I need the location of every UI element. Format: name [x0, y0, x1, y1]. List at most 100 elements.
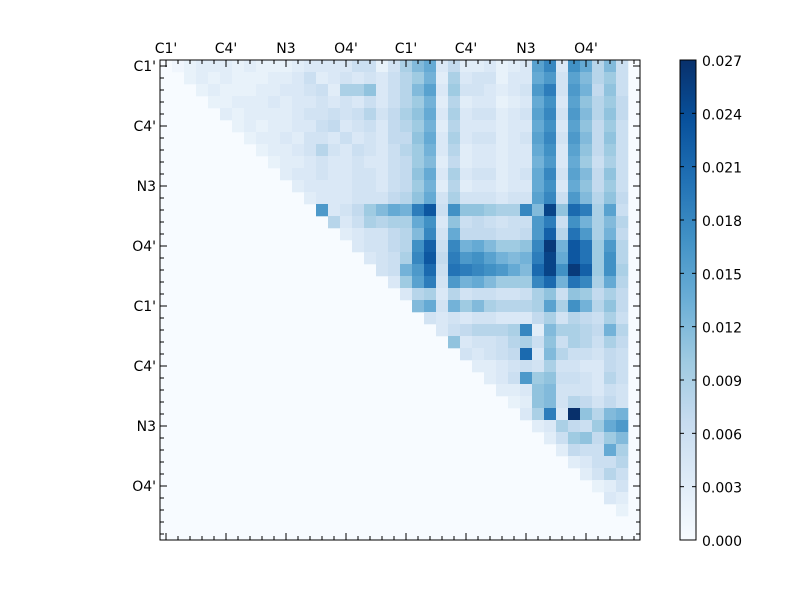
- heatmap-cell: [568, 384, 581, 397]
- heatmap-cell: [496, 240, 509, 253]
- heatmap-cell: [556, 228, 569, 241]
- heatmap-cell: [508, 396, 521, 409]
- heatmap-cell: [460, 336, 473, 349]
- heatmap-cell: [304, 108, 317, 121]
- heatmap-cell: [424, 204, 437, 217]
- heatmap-cell: [496, 108, 509, 121]
- heatmap-cell: [484, 84, 497, 97]
- heatmap-cell: [232, 84, 245, 97]
- heatmap-cell: [220, 72, 233, 85]
- heatmap-cell: [496, 300, 509, 313]
- heatmap-cell: [568, 408, 581, 421]
- heatmap-cell: [520, 312, 533, 325]
- heatmap-cell: [520, 408, 533, 421]
- heatmap-cell: [616, 288, 629, 301]
- heatmap-cell: [340, 204, 353, 217]
- heatmap-cell: [556, 120, 569, 133]
- heatmap-cell: [580, 432, 593, 445]
- heatmap-cell: [412, 72, 425, 85]
- heatmap-cell: [568, 372, 581, 385]
- colorbar-tick-label: 0.003: [702, 481, 742, 497]
- heatmap-cell: [616, 240, 629, 253]
- heatmap-cell: [460, 132, 473, 145]
- heatmap-cell: [604, 144, 617, 157]
- heatmap-cell: [544, 252, 557, 265]
- heatmap-cell: [256, 84, 269, 97]
- heatmap-cell: [484, 252, 497, 265]
- heatmap-plot-area: [159, 59, 641, 541]
- heatmap-cell: [352, 168, 365, 181]
- heatmap-cell: [556, 132, 569, 145]
- heatmap-cell: [580, 252, 593, 265]
- heatmap-cell: [400, 276, 413, 289]
- heatmap-cell: [496, 348, 509, 361]
- heatmap-cell: [340, 228, 353, 241]
- heatmap-cell: [232, 72, 245, 85]
- heatmap-cell: [544, 408, 557, 421]
- left-tick-labels: C1' C4' N3 O4' C1' C4' N3 O4': [132, 59, 156, 495]
- colorbar-tick-label: 0.021: [702, 161, 742, 177]
- heatmap-cell: [604, 396, 617, 409]
- heatmap-cell: [544, 84, 557, 97]
- heatmap-cell: [400, 84, 413, 97]
- heatmap-cell: [532, 276, 545, 289]
- heatmap-cell: [460, 120, 473, 133]
- heatmap-cell: [520, 72, 533, 85]
- heatmap-cell: [592, 408, 605, 421]
- heatmap-cell: [412, 240, 425, 253]
- heatmap-cell: [616, 360, 629, 373]
- heatmap-cell: [196, 60, 209, 73]
- heatmap-cell: [232, 96, 245, 109]
- heatmap-cell: [340, 192, 353, 205]
- heatmap-cell: [604, 156, 617, 169]
- heatmap-cell: [496, 276, 509, 289]
- top-tick-label: N3: [276, 41, 295, 57]
- heatmap-cell: [616, 168, 629, 181]
- heatmap-cell: [328, 168, 341, 181]
- heatmap-cell: [472, 192, 485, 205]
- heatmap-cell: [304, 120, 317, 133]
- left-tick-label: O4': [132, 479, 156, 495]
- heatmap-cell: [280, 120, 293, 133]
- heatmap-cells: [172, 60, 629, 517]
- heatmap-cell: [268, 60, 281, 73]
- heatmap-cell: [604, 72, 617, 85]
- heatmap-cell: [544, 72, 557, 85]
- top-tick-label: O4': [334, 41, 358, 57]
- heatmap-cell: [592, 132, 605, 145]
- heatmap-cell: [424, 192, 437, 205]
- heatmap-cell: [280, 96, 293, 109]
- heatmap-cell: [448, 228, 461, 241]
- heatmap-cell: [448, 108, 461, 121]
- heatmap-cell: [448, 96, 461, 109]
- heatmap-cell: [568, 156, 581, 169]
- heatmap-cell: [580, 300, 593, 313]
- heatmap-cell: [472, 252, 485, 265]
- heatmap-cell: [436, 192, 449, 205]
- heatmap-cell: [568, 108, 581, 121]
- heatmap-cell: [472, 360, 485, 373]
- heatmap-cell: [424, 252, 437, 265]
- heatmap-cell: [376, 216, 389, 229]
- heatmap-cell: [484, 348, 497, 361]
- heatmap-cell: [364, 204, 377, 217]
- heatmap-cell: [436, 60, 449, 73]
- heatmap-cell: [556, 60, 569, 73]
- heatmap-cell: [544, 396, 557, 409]
- heatmap-cell: [340, 156, 353, 169]
- heatmap-cell: [544, 192, 557, 205]
- heatmap-cell: [352, 108, 365, 121]
- heatmap-cell: [568, 120, 581, 133]
- heatmap-cell: [592, 120, 605, 133]
- heatmap-cell: [304, 60, 317, 73]
- heatmap-cell: [448, 120, 461, 133]
- heatmap-cell: [580, 456, 593, 469]
- heatmap-cell: [580, 324, 593, 337]
- heatmap-cell: [460, 72, 473, 85]
- top-tick-label: C1': [395, 41, 418, 57]
- heatmap-cell: [340, 120, 353, 133]
- heatmap-cell: [496, 312, 509, 325]
- heatmap-cell: [292, 60, 305, 73]
- heatmap-cell: [568, 360, 581, 373]
- heatmap-cell: [580, 276, 593, 289]
